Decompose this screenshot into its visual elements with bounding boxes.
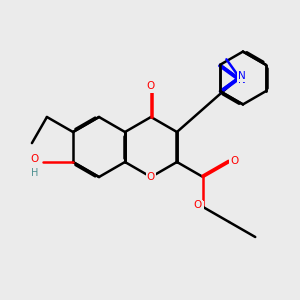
Text: H: H bbox=[31, 167, 38, 178]
Text: O: O bbox=[230, 157, 238, 167]
Text: O: O bbox=[147, 172, 155, 182]
Text: O: O bbox=[31, 154, 39, 164]
Text: O: O bbox=[30, 157, 38, 167]
Text: H: H bbox=[30, 167, 38, 178]
Text: O: O bbox=[147, 81, 155, 92]
Text: N: N bbox=[238, 75, 245, 85]
Text: O: O bbox=[147, 172, 155, 182]
Text: O: O bbox=[230, 155, 239, 166]
Text: O: O bbox=[194, 200, 202, 211]
Text: O: O bbox=[147, 82, 155, 92]
Text: N: N bbox=[238, 71, 245, 81]
Text: O: O bbox=[194, 202, 203, 212]
